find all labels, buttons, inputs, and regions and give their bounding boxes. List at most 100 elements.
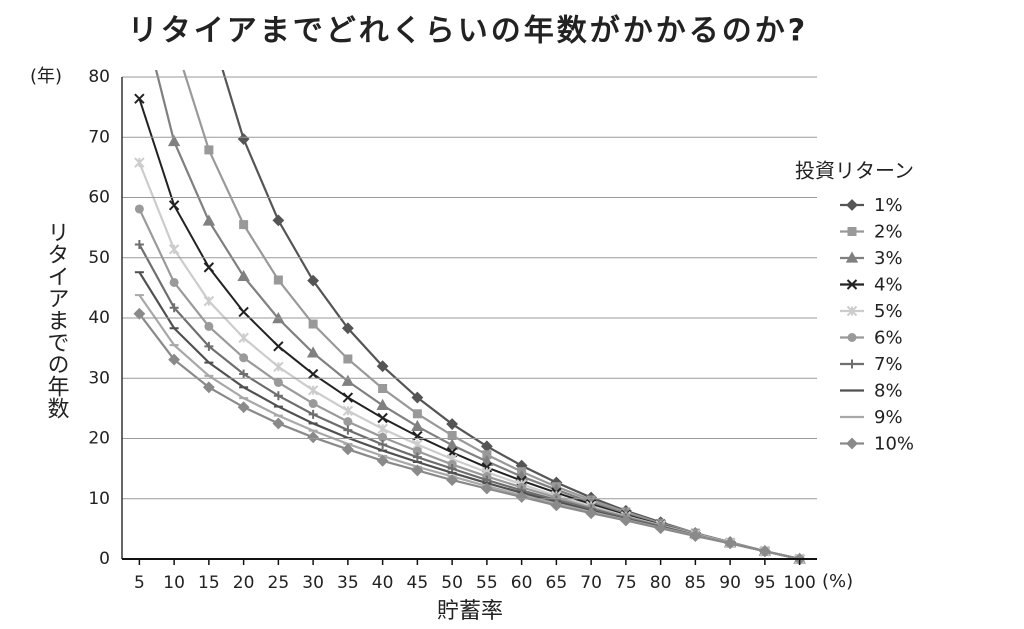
legend-label: 3% bbox=[874, 248, 903, 269]
marker bbox=[758, 545, 771, 558]
y-unit: (年) bbox=[30, 66, 62, 87]
legend-label: 5% bbox=[874, 301, 903, 322]
x-tick-label: 10 bbox=[163, 573, 185, 593]
series-line bbox=[138, 313, 800, 561]
marker bbox=[412, 409, 422, 419]
marker bbox=[411, 419, 424, 432]
y-tick-label: 60 bbox=[88, 188, 110, 208]
marker bbox=[169, 303, 179, 313]
legend-label: 2% bbox=[874, 222, 903, 243]
marker bbox=[343, 417, 353, 427]
chart-title: リタイアまでどれくらいの年数がかかるのか? bbox=[128, 14, 808, 49]
marker bbox=[134, 93, 145, 104]
plot-area bbox=[133, 0, 806, 565]
marker bbox=[168, 353, 181, 366]
marker bbox=[447, 430, 457, 440]
marker bbox=[306, 346, 320, 358]
marker bbox=[847, 333, 857, 342]
marker bbox=[134, 204, 144, 214]
marker bbox=[342, 405, 354, 416]
marker bbox=[307, 385, 319, 396]
marker bbox=[273, 275, 283, 285]
marker bbox=[411, 391, 424, 404]
marker bbox=[134, 239, 144, 249]
marker bbox=[169, 277, 179, 287]
series-line bbox=[154, 70, 800, 561]
marker bbox=[446, 418, 459, 430]
y-tick-label: 80 bbox=[88, 67, 110, 87]
y-tick-label: 10 bbox=[88, 489, 110, 509]
marker bbox=[412, 452, 422, 462]
legend-label: 7% bbox=[874, 354, 903, 375]
marker bbox=[273, 341, 284, 352]
y-tick-label: 70 bbox=[88, 127, 110, 147]
marker bbox=[134, 157, 145, 168]
marker bbox=[480, 454, 494, 466]
marker bbox=[237, 401, 250, 414]
marker bbox=[203, 262, 215, 273]
x-tick-label: 70 bbox=[580, 573, 602, 593]
x-tick-label: 5 bbox=[134, 573, 145, 593]
marker bbox=[847, 227, 857, 236]
marker bbox=[204, 341, 214, 351]
marker bbox=[167, 134, 181, 147]
y-tick-label: 20 bbox=[88, 429, 110, 449]
marker bbox=[847, 359, 857, 369]
series-line bbox=[138, 98, 800, 560]
series-line bbox=[138, 271, 800, 561]
marker bbox=[273, 391, 283, 401]
marker bbox=[377, 412, 388, 424]
x-tick-label: 95 bbox=[754, 573, 776, 593]
marker bbox=[378, 440, 388, 450]
y-tick-label: 50 bbox=[88, 248, 110, 268]
x-tick-label: 85 bbox=[685, 573, 707, 593]
marker bbox=[238, 306, 249, 318]
marker bbox=[273, 361, 284, 373]
marker bbox=[307, 274, 320, 287]
marker bbox=[846, 437, 858, 450]
legend-label: 4% bbox=[874, 275, 903, 296]
marker bbox=[482, 450, 492, 460]
legend-label: 9% bbox=[874, 407, 903, 428]
y-tick-label: 0 bbox=[99, 549, 110, 569]
marker bbox=[654, 522, 667, 535]
marker bbox=[239, 369, 249, 379]
x-tick-label: 25 bbox=[268, 573, 290, 593]
series-line bbox=[138, 243, 800, 561]
marker bbox=[272, 214, 285, 227]
marker bbox=[341, 443, 354, 456]
marker bbox=[447, 464, 457, 474]
marker bbox=[846, 199, 858, 211]
x-tick-label: 35 bbox=[337, 573, 359, 593]
marker bbox=[846, 305, 858, 317]
marker bbox=[308, 319, 318, 329]
marker bbox=[343, 354, 353, 364]
y-tick-label: 40 bbox=[88, 308, 110, 328]
marker bbox=[446, 474, 459, 486]
x-unit: (%) bbox=[822, 571, 853, 592]
marker bbox=[135, 0, 144, 7]
marker bbox=[480, 482, 493, 495]
x-tick-label: 90 bbox=[719, 573, 741, 593]
marker bbox=[619, 514, 632, 527]
legend-label: 10% bbox=[874, 434, 914, 455]
marker bbox=[307, 431, 320, 444]
x-tick-label: 20 bbox=[233, 573, 255, 593]
y-tick-label: 30 bbox=[88, 368, 110, 388]
x-tick-label: 55 bbox=[476, 573, 498, 593]
x-tick-label: 45 bbox=[407, 573, 429, 593]
series-line bbox=[138, 294, 800, 561]
series-line bbox=[138, 162, 800, 561]
x-tick-label: 80 bbox=[650, 573, 672, 593]
marker bbox=[376, 454, 389, 467]
marker bbox=[377, 423, 388, 435]
legend-label: 6% bbox=[874, 328, 903, 349]
marker bbox=[308, 409, 318, 419]
x-tick-label: 15 bbox=[198, 573, 220, 593]
legend-title: 投資リターン bbox=[795, 159, 914, 183]
marker bbox=[341, 374, 355, 386]
marker bbox=[376, 398, 389, 410]
marker bbox=[378, 383, 388, 393]
marker bbox=[376, 360, 389, 373]
marker bbox=[515, 491, 528, 503]
